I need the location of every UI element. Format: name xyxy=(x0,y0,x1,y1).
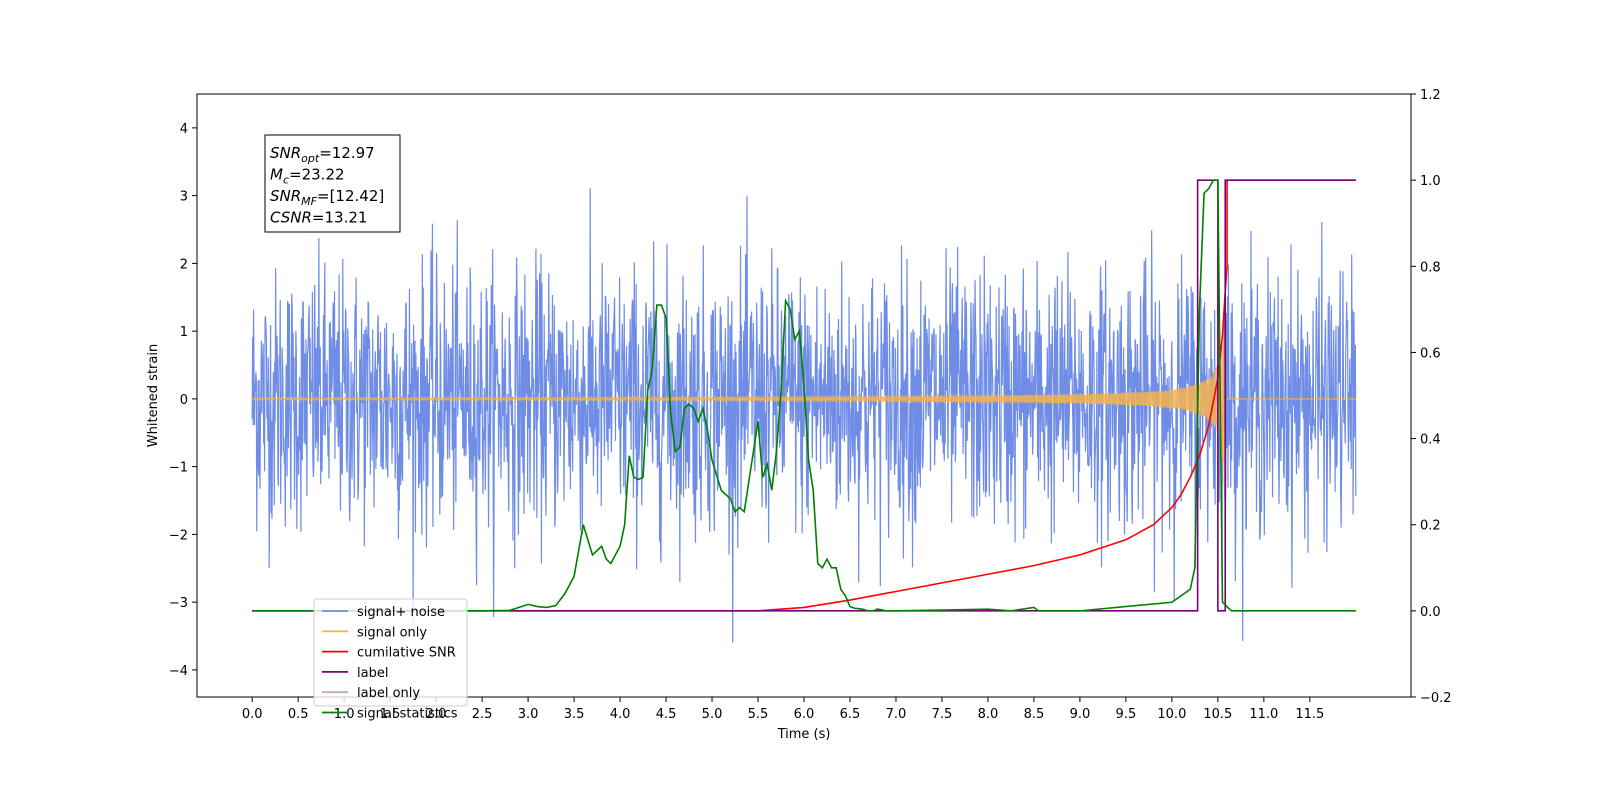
info-line: SNRMF=[12.42] xyxy=(270,187,384,208)
x-tick-label: 6.5 xyxy=(840,707,861,722)
y-axis-label: Whitened strain xyxy=(146,344,161,447)
x-tick-label: 10.0 xyxy=(1157,707,1186,722)
x-tick-label: 7.0 xyxy=(886,707,907,722)
series-signal-noise-line xyxy=(251,188,1357,643)
x-tick-label: 0.0 xyxy=(242,707,263,722)
x-tick-label: 6.0 xyxy=(794,707,815,722)
x-tick-label: 7.5 xyxy=(932,707,953,722)
y-right-tick-label: 0.4 xyxy=(1420,433,1441,448)
y-left-tick-label: −4 xyxy=(169,664,188,679)
info-box-frame xyxy=(264,134,401,233)
y-left-tick-label: 3 xyxy=(180,190,188,205)
legend-frame xyxy=(313,598,468,707)
y-left-tick-label: −1 xyxy=(169,461,188,476)
y-left-tick-label: 1 xyxy=(180,325,188,340)
x-tick-label: 11.5 xyxy=(1295,707,1324,722)
x-tick-label: 5.0 xyxy=(702,707,723,722)
x-tick-label: 11.0 xyxy=(1249,707,1278,722)
x-tick-label: 8.5 xyxy=(1024,707,1045,722)
y-right-tick-label: 1.0 xyxy=(1420,174,1441,189)
info-box: SNRopt=12.97Mc=23.22SNRMF=[12.42]CSNR=13… xyxy=(264,134,401,233)
legend-entry: cumilative SNR xyxy=(357,646,456,661)
info-line: Mc=23.22 xyxy=(270,166,345,187)
x-tick-label: 0.5 xyxy=(288,707,309,722)
y-right-tick-label: 1.2 xyxy=(1420,88,1441,103)
x-tick-label: 2.5 xyxy=(472,707,493,722)
legend-entry: label only xyxy=(357,686,420,701)
y-right-tick-label: 0.2 xyxy=(1420,519,1441,534)
x-axis-label: Time (s) xyxy=(777,727,831,742)
x-tick-label: 2.0 xyxy=(426,707,447,722)
info-line: CSNR=13.21 xyxy=(270,209,367,227)
y-left-tick-label: 2 xyxy=(180,257,188,272)
series-signal-only-line xyxy=(251,325,1356,499)
y-left-tick-label: 0 xyxy=(180,393,188,408)
x-tick-label: 9.0 xyxy=(1070,707,1091,722)
axes-layer: 0.0 0.5 1.0 1.5 2.0 2.5 3.0 3.5 4.0 4.5 5.0 5.5 6.0 6… xyxy=(169,88,1452,722)
legend-entry: signal only xyxy=(357,625,427,640)
info-line: SNRopt=12.97 xyxy=(270,144,375,165)
x-tick-label: 9.5 xyxy=(1116,707,1137,722)
x-tick-label: 1.5 xyxy=(380,707,401,722)
legend-entry: label xyxy=(357,666,388,681)
legend-entry: signal+ noise xyxy=(357,605,445,620)
x-tick-label: 4.0 xyxy=(610,707,631,722)
plot-area xyxy=(251,179,1357,643)
x-tick-label: 10.5 xyxy=(1203,707,1232,722)
x-tick-label: 4.5 xyxy=(656,707,677,722)
series-cumilative-snr-line xyxy=(252,179,1356,612)
x-tick-label: 1.0 xyxy=(334,707,355,722)
y-left-tick-label: −3 xyxy=(169,596,188,611)
y-right-tick-label: 0.6 xyxy=(1420,346,1441,361)
x-tick-label: 8.0 xyxy=(978,707,999,722)
legend: signal+ noise signal only cumilative SNR la… xyxy=(313,598,468,722)
y-right-tick-label: 0.8 xyxy=(1420,260,1441,275)
x-tick-label: 5.5 xyxy=(748,707,769,722)
legend-entry: signal statistics xyxy=(357,707,458,722)
x-tick-label: 3.0 xyxy=(518,707,539,722)
series-signal-statistics-line xyxy=(252,179,1356,612)
x-tick-label: 3.5 xyxy=(564,707,585,722)
series-label-line xyxy=(252,179,1356,612)
y-left-tick-label: −2 xyxy=(169,528,188,543)
y-left-tick-label: 4 xyxy=(180,122,188,137)
y-right-tick-label: −0.2 xyxy=(1420,691,1452,706)
y-right-tick-label: 0.0 xyxy=(1420,605,1441,620)
